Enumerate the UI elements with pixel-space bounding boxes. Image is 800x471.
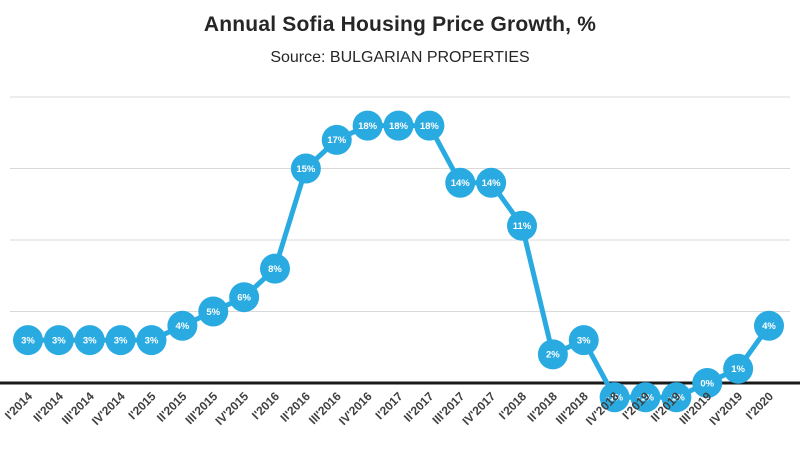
chart-subtitle: Source: BULGARIAN PROPERTIES xyxy=(270,49,530,66)
data-point-label: 18% xyxy=(420,121,440,132)
data-point-label: 3% xyxy=(145,335,159,346)
data-point-label: 3% xyxy=(52,335,66,346)
data-point-marker xyxy=(105,325,136,356)
data-point-label: 2% xyxy=(546,350,560,361)
data-point-marker xyxy=(167,310,198,341)
data-point-marker xyxy=(476,167,507,198)
data-point-marker xyxy=(352,110,383,141)
data-point-label: 6% xyxy=(237,293,251,304)
data-point-marker xyxy=(383,110,414,141)
data-point-label: -1% xyxy=(668,393,685,404)
x-axis-label: I'2015 xyxy=(125,389,158,422)
data-point-label: 3% xyxy=(21,335,35,346)
data-point-label: 11% xyxy=(513,221,532,232)
data-point-marker xyxy=(290,153,321,184)
x-axis-label: IV'2014 xyxy=(89,389,128,428)
data-point-label: 14% xyxy=(451,178,471,189)
data-point-label: 14% xyxy=(482,178,502,189)
data-point-marker xyxy=(13,325,43,356)
data-point-marker xyxy=(630,382,661,413)
data-point-label: 4% xyxy=(176,321,190,332)
data-point-label: 1% xyxy=(731,364,745,375)
data-point-label: 18% xyxy=(389,121,409,132)
data-point-label: 17% xyxy=(327,135,347,146)
data-point-marker xyxy=(661,382,692,413)
data-point-marker xyxy=(260,253,290,284)
data-line xyxy=(25,123,772,400)
data-point-marker xyxy=(229,282,260,313)
data-point-marker xyxy=(723,353,754,384)
data-point-label: 5% xyxy=(206,307,220,318)
data-point-marker xyxy=(74,325,105,356)
x-axis-label: I'2014 xyxy=(2,389,35,422)
x-axis-label: IV'2015 xyxy=(212,389,251,428)
data-point-marker xyxy=(599,382,630,413)
data-point-label: -1% xyxy=(637,393,654,404)
x-axis-label: IV'2016 xyxy=(336,389,375,428)
data-point-marker xyxy=(568,325,599,356)
data-point-label: -1% xyxy=(606,393,623,404)
data-point-marker xyxy=(136,325,167,356)
data-point-marker xyxy=(507,210,537,241)
x-axis-label: IV'2017 xyxy=(459,389,498,428)
data-point-marker xyxy=(445,167,476,198)
data-point-marker xyxy=(198,296,229,327)
data-point-label: 18% xyxy=(358,121,378,132)
data-point-label: 3% xyxy=(577,335,591,346)
data-point-label: 15% xyxy=(296,164,316,175)
x-axis-label: I'2020 xyxy=(743,389,776,422)
data-point-label: 3% xyxy=(114,335,128,346)
data-point-label: 4% xyxy=(762,321,776,332)
data-point-marker xyxy=(321,124,352,155)
data-point-marker xyxy=(692,368,723,398)
chart-title: Annual Sofia Housing Price Growth, % xyxy=(203,13,597,36)
x-axis-label: I'2017 xyxy=(372,389,405,422)
data-point-label: 0% xyxy=(700,378,714,389)
x-axis-label: I'2018 xyxy=(496,389,529,422)
data-point-label: 8% xyxy=(268,264,282,275)
data-point-marker xyxy=(537,339,568,370)
data-point-marker xyxy=(414,110,445,141)
data-point-marker xyxy=(754,310,784,341)
data-point-marker xyxy=(43,325,74,356)
x-axis-label: I'2016 xyxy=(249,389,282,422)
data-point-label: 3% xyxy=(83,335,97,346)
